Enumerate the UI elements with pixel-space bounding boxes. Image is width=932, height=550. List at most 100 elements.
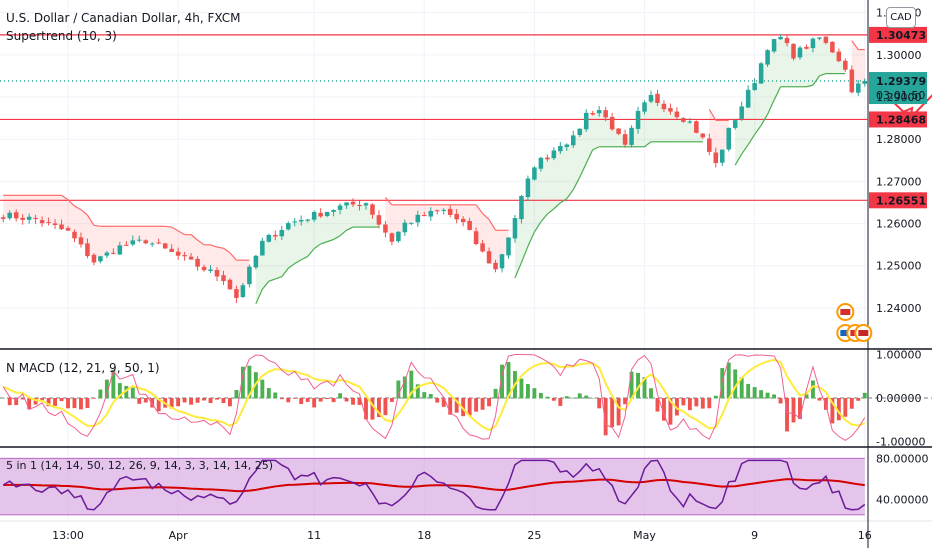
candle-body [655,93,660,103]
candle-body [13,212,19,219]
candle-body [324,211,330,216]
uptrend-fill [281,226,289,277]
candle-body [39,220,45,224]
candle-body [298,219,304,222]
macd-histogram-bar [409,370,414,399]
downtrend-fill [178,230,185,256]
downtrend-fill [145,226,153,244]
uptrend-fill [288,221,295,269]
supertrend-down-segment [165,225,172,228]
macd-histogram-bar [150,398,155,408]
macd-histogram-bar [681,398,686,406]
candle-body [765,50,770,65]
candle-body [383,224,388,233]
macd-histogram-bar [590,397,595,399]
candle-body [713,152,719,164]
candle-body [778,36,783,40]
flag-mark [840,330,851,336]
supertrend-down-segment [482,213,490,220]
candle-body [98,256,103,262]
candle-body [292,221,297,223]
supertrend-bands [3,38,865,304]
macd-histogram-bar [46,398,51,407]
rsi-pane [0,457,866,516]
downtrend-fill [35,195,43,222]
downtrend-fill [469,204,477,238]
supertrend-up-segment [806,84,814,88]
candle-body [629,127,634,145]
supertrend-down-segment [177,230,185,236]
supertrend-up-segment [741,144,749,155]
supertrend-up-segment [566,189,574,199]
supertrend-down-segment [708,109,717,121]
supertrend-up-segment [320,241,328,245]
candle-body [486,251,492,264]
candle-body [175,251,181,256]
supertrend-up-segment [307,248,315,257]
uptrend-fill [547,154,554,215]
macd-histogram-bar [558,398,563,406]
uptrend-fill [806,43,813,87]
uptrend-fill [579,121,587,178]
candle-body [434,210,440,212]
macd-line [2,353,866,441]
time-tick-label: May [633,529,656,542]
candle-body [227,279,233,290]
macd-histogram-bar [40,398,45,401]
macd-histogram-bar [422,392,427,399]
macd-histogram-bar [428,393,433,399]
candle-body [791,43,796,59]
macd-histogram-bar [474,398,479,412]
candle-body [661,103,667,110]
level-price-label: 1.28468 [876,113,926,126]
supertrend-up-segment [579,163,587,178]
downtrend-fill [100,226,107,259]
supertrend-up-segment [261,280,270,290]
downtrend-fill [93,225,101,259]
candle-body [545,157,550,160]
currency-badge[interactable]: CAD [886,7,916,28]
candle-body [428,210,434,217]
economic-events[interactable] [836,303,873,342]
supertrend-down-segment [197,239,205,246]
level-price-tag [869,192,927,209]
candle-body [409,222,414,224]
macd-tick-label: 0.00000 [876,392,922,405]
macd-tick-label: -1.00000 [876,436,925,449]
candle-body [376,215,382,225]
downtrend-fill [158,226,166,246]
candle-body [823,36,829,43]
macd-histogram-bar [156,398,161,412]
horizontal-levels[interactable] [0,34,868,201]
supertrend-up-segment [644,141,652,148]
uptrend-fill [327,210,334,242]
macd-histogram-bar [7,398,12,406]
macd-histogram-bar [292,398,297,399]
uptrend-fill [353,203,360,228]
macd-histogram-bar [338,393,343,399]
candle-body [247,266,252,285]
supertrend-up-segment [268,278,276,282]
macd-histogram-bar [182,398,187,403]
candle-body [65,228,71,231]
uptrend-fill [294,220,302,264]
candle-body [52,223,58,226]
macd-histogram-bar [98,389,103,399]
price-tick-label: 1.25000 [876,260,922,273]
candle-body [0,217,6,219]
level-price-label: 1.30473 [876,29,926,42]
supertrend-down-segment [74,205,82,211]
supertrend-down-segment [67,199,75,207]
supertrend-up-segment [294,259,302,265]
rsi-line [2,459,866,511]
candle-body [447,208,453,216]
candle-body [208,269,213,271]
downtrend-fill [204,244,211,271]
supertrend-up-segment [281,267,289,278]
supertrend-up-segment [333,235,341,240]
candle-body [149,243,155,245]
candle-body [111,252,116,254]
candle-body [739,106,744,119]
macd-histogram-bar [564,396,569,399]
